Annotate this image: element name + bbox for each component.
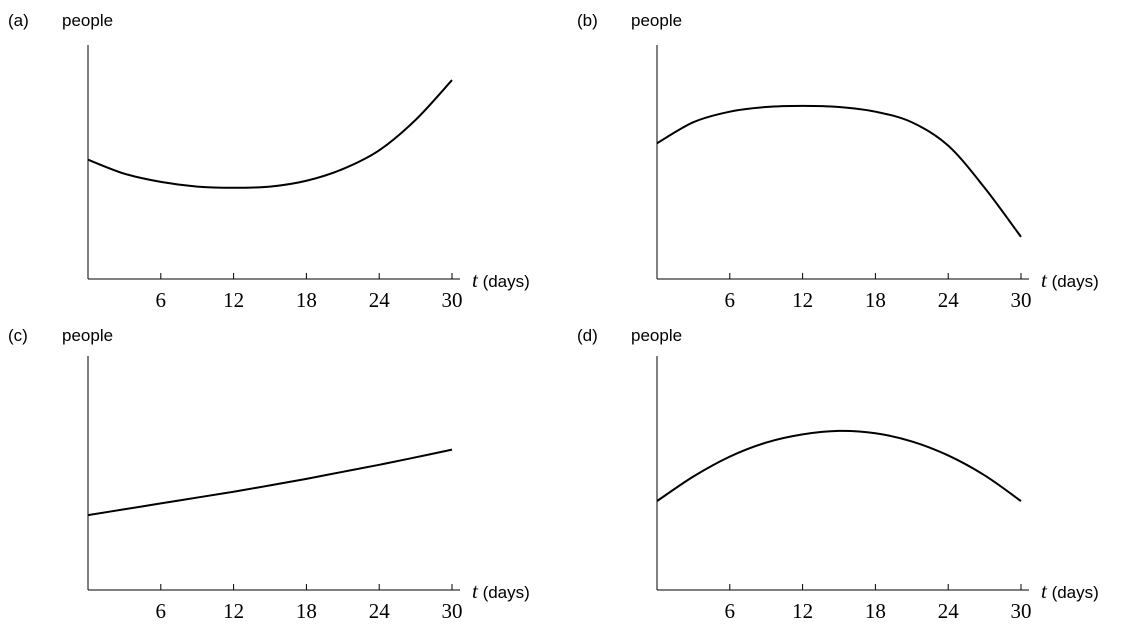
x-tick-label: 6 (156, 599, 167, 623)
chart-panel: (c) people 6 12 18 24 30 t (days) (8, 326, 530, 623)
panel-label: (d) (577, 326, 598, 345)
x-tick-label: 30 (1011, 599, 1032, 623)
x-axis-label: t (days) (1041, 268, 1099, 292)
x-tick-label: 18 (296, 599, 317, 623)
x-axis-unit: (days) (1047, 583, 1099, 602)
x-tick-label: 30 (442, 288, 463, 312)
x-tick-label: 12 (223, 288, 244, 312)
x-axis-unit: (days) (478, 583, 530, 602)
x-axis-variable: t (472, 579, 479, 603)
y-axis-label: people (62, 11, 113, 30)
x-tick-label: 18 (865, 599, 886, 623)
x-tick-label: 6 (725, 288, 736, 312)
chart-panel: (b) people 6 12 18 24 30 t (days) (577, 11, 1099, 312)
x-tick-label: 24 (938, 599, 960, 623)
x-axis-label: t (days) (472, 268, 530, 292)
x-tick-label: 6 (156, 288, 167, 312)
series-line (87, 448, 453, 517)
x-axis-variable: t (1041, 268, 1048, 292)
y-axis-label: people (631, 326, 682, 345)
panel-label: (b) (577, 11, 598, 30)
x-axis-variable: t (1041, 579, 1048, 603)
x-tick-label: 24 (369, 288, 391, 312)
y-axis-label: people (631, 11, 682, 30)
series-line (656, 104, 1022, 238)
panel-label: (c) (8, 326, 28, 345)
chart-panel: (d) people 6 12 18 24 30 t (days) (577, 326, 1099, 623)
series-line (87, 79, 453, 189)
x-tick-label: 24 (938, 288, 960, 312)
x-tick-label: 12 (223, 599, 244, 623)
panel-label: (a) (8, 11, 29, 30)
chart-panel: (a) people 6 12 18 24 30 t (days) (8, 11, 530, 312)
x-tick-label: 18 (865, 288, 886, 312)
x-tick-label: 30 (1011, 288, 1032, 312)
x-axis-label: t (days) (1041, 579, 1099, 603)
x-tick-label: 12 (792, 599, 813, 623)
y-axis-label: people (62, 326, 113, 345)
x-axis-unit: (days) (1047, 272, 1099, 291)
x-tick-label: 24 (369, 599, 391, 623)
x-axis-label: t (days) (472, 579, 530, 603)
x-tick-label: 12 (792, 288, 813, 312)
x-tick-label: 18 (296, 288, 317, 312)
x-axis-unit: (days) (478, 272, 530, 291)
series-line (656, 429, 1022, 502)
x-tick-label: 6 (725, 599, 736, 623)
x-tick-label: 30 (442, 599, 463, 623)
x-axis-variable: t (472, 268, 479, 292)
